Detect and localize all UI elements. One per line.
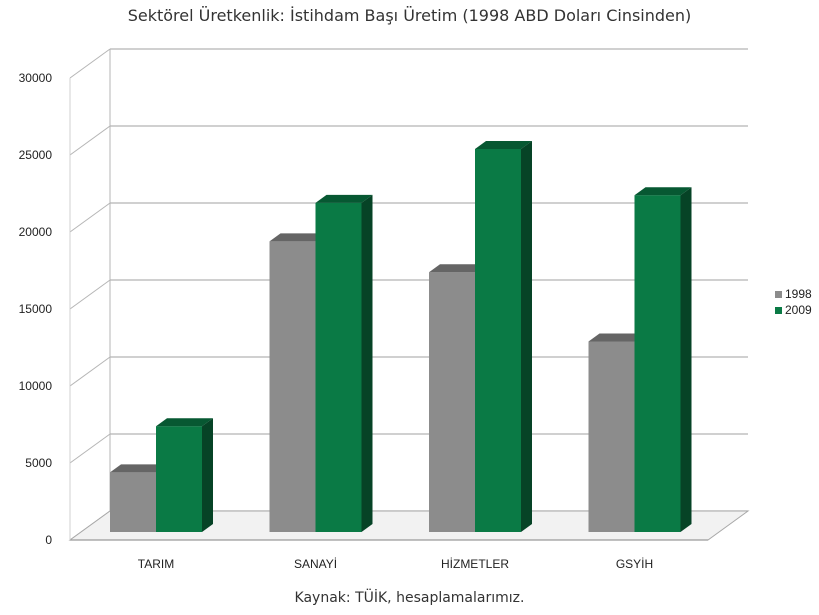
bar-2009-gsyi̇h: [634, 187, 692, 532]
bar-front: [315, 202, 362, 532]
y-tick-label: 10000: [19, 379, 53, 393]
bar-top: [475, 141, 532, 149]
gridline-depth: [69, 202, 111, 233]
bar-side: [680, 187, 692, 532]
bar-top: [110, 464, 167, 473]
y-tick-label: 0: [45, 533, 52, 547]
gridline-depth: [69, 433, 111, 464]
legend: 1998 2009: [775, 287, 812, 317]
bar-top: [588, 333, 646, 342]
x-category-label: GSYİH: [616, 557, 653, 571]
bar-top: [429, 264, 486, 273]
gridline-depth: [69, 48, 111, 79]
gridline-depth: [69, 356, 111, 387]
y-tick-label: 25000: [19, 148, 53, 162]
bar-front: [429, 272, 475, 532]
bar-front: [588, 341, 635, 532]
x-category-label: SANAYİ: [294, 557, 337, 571]
y-tick-label: 5000: [25, 456, 52, 470]
bar-top: [634, 187, 692, 196]
legend-label-1998: 1998: [785, 287, 812, 301]
bar-side: [521, 141, 532, 532]
gridline-depth: [69, 125, 111, 156]
y-tick-label: 15000: [19, 302, 53, 316]
axes: [68, 78, 750, 541]
x-category-label: TARIM: [138, 557, 174, 571]
bar-front: [156, 426, 202, 532]
axis-labels: 0 5000 10000 15000 20000 25000 30000 TARIM SANAY…: [19, 71, 654, 571]
bar-1998-hi̇zmetler: [429, 264, 486, 532]
chart-title: Sektörel Üretkenlik: İstihdam Başı Üreti…: [127, 6, 692, 25]
bar-top: [269, 233, 327, 242]
x-category-label: HİZMETLER: [441, 557, 509, 571]
y-tick-label: 20000: [19, 225, 53, 239]
legend-swatch-1998: [775, 291, 782, 298]
bar-2009-tarim: [156, 418, 213, 532]
bar-top: [315, 194, 373, 203]
legend-label-2009: 2009: [785, 303, 812, 317]
bar-2009-sanayi̇: [315, 194, 373, 532]
bar-front: [269, 241, 316, 532]
bar-front: [110, 472, 156, 532]
gridline-depth: [69, 279, 111, 310]
chart-source-note: Kaynak: TÜİK, hesaplamalarımız.: [294, 590, 525, 606]
y-tick-label: 30000: [19, 71, 53, 85]
bar-side: [202, 418, 213, 532]
legend-swatch-2009: [775, 307, 782, 314]
bar-side: [361, 194, 373, 532]
bar-top: [156, 418, 213, 427]
bar-2009-hi̇zmetler: [475, 141, 532, 532]
bar-front: [475, 149, 521, 532]
bar-front: [634, 195, 681, 532]
bars: [110, 141, 692, 532]
